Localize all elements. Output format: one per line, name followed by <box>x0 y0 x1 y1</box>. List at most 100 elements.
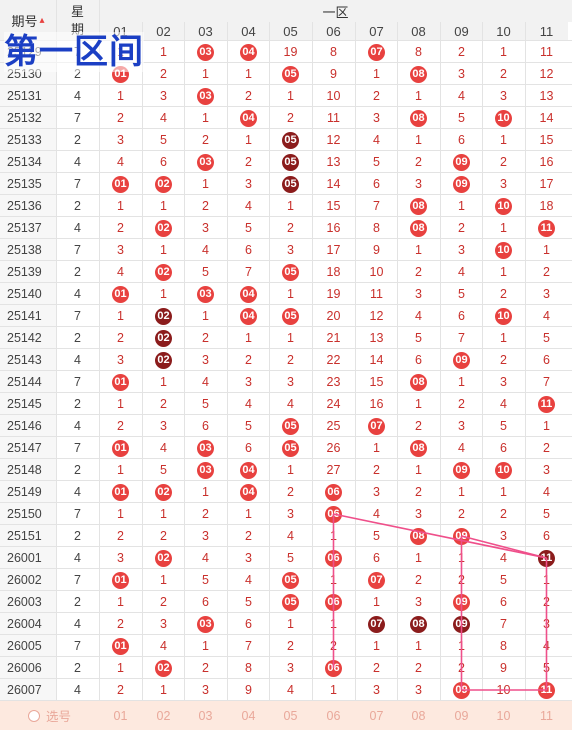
number-cell: 1 <box>373 595 380 609</box>
select-number-toggle[interactable]: 选号 <box>0 701 99 730</box>
number-ball: 06 <box>325 549 342 567</box>
period-cell: 25137 <box>0 217 56 239</box>
number-cell: 3 <box>415 683 422 697</box>
select-number-06[interactable]: 06 <box>326 708 341 723</box>
number-cell: 7 <box>543 375 550 389</box>
number-cell: 8 <box>415 45 422 59</box>
row-divider <box>0 436 572 437</box>
number-cell: 3 <box>458 67 465 81</box>
number-cell: 4 <box>500 551 507 565</box>
number-cell: 14 <box>369 353 384 367</box>
number-cell: 2 <box>117 683 124 697</box>
period-header-label: 期号 <box>11 14 38 29</box>
number-ball: 09 <box>453 461 470 479</box>
number-ball: 01 <box>112 439 129 457</box>
number-cell: 5 <box>543 507 550 521</box>
number-cell: 1 <box>245 133 252 147</box>
select-number-04[interactable]: 04 <box>241 708 256 723</box>
number-cell: 15 <box>326 199 341 213</box>
number-cell: 1 <box>287 287 294 301</box>
number-cell: 08 <box>397 63 440 85</box>
period-cell: 26003 <box>0 591 56 613</box>
number-cell: 05 <box>269 151 312 173</box>
select-number-09[interactable]: 09 <box>454 708 469 723</box>
number-cell: 7 <box>373 199 380 213</box>
number-cell: 08 <box>397 613 440 635</box>
number-cell: 6 <box>202 419 209 433</box>
number-cell: 04 <box>227 283 270 305</box>
number-cell: 14 <box>539 111 554 125</box>
row-divider <box>0 128 572 129</box>
number-cell: 4 <box>543 309 550 323</box>
row-divider <box>0 62 572 63</box>
number-cell: 5 <box>373 155 380 169</box>
select-number-11[interactable]: 11 <box>540 708 553 723</box>
number-ball: 05 <box>282 175 299 193</box>
number-cell: 05 <box>269 437 312 459</box>
number-cell: 2 <box>202 199 209 213</box>
number-cell: 21 <box>326 331 341 345</box>
select-number-03[interactable]: 03 <box>198 708 213 723</box>
column-divider <box>269 22 270 730</box>
number-cell: 3 <box>415 595 422 609</box>
number-cell: 1 <box>202 67 209 81</box>
number-ball: 11 <box>538 681 555 699</box>
number-cell: 2 <box>458 221 465 235</box>
column-header-09: 09 <box>440 22 483 41</box>
period-cell: 25146 <box>0 415 56 437</box>
select-number-08[interactable]: 08 <box>411 708 426 723</box>
column-header-07: 07 <box>355 22 398 41</box>
number-cell: 2 <box>117 111 124 125</box>
number-cell: 07 <box>355 415 398 437</box>
number-cell: 1 <box>330 573 337 587</box>
period-cell: 26006 <box>0 657 56 679</box>
select-number-01[interactable]: 01 <box>113 708 128 723</box>
period-cell: 25151 <box>0 525 56 547</box>
number-cell: 1 <box>415 397 422 411</box>
number-cell: 5 <box>287 551 294 565</box>
number-cell: 3 <box>287 507 294 521</box>
number-cell: 2 <box>245 353 252 367</box>
number-ball: 06 <box>325 659 342 677</box>
sort-icon[interactable]: ▴ <box>39 15 45 26</box>
number-ball: 03 <box>197 43 214 61</box>
number-ball: 09 <box>453 153 470 171</box>
number-cell: 6 <box>245 243 252 257</box>
number-cell: 4 <box>543 639 550 653</box>
number-cell: 1 <box>117 463 124 477</box>
number-ball: 02 <box>155 483 172 501</box>
select-number-10[interactable]: 10 <box>496 708 511 723</box>
select-number-07[interactable]: 07 <box>369 708 384 723</box>
number-cell: 8 <box>330 45 337 59</box>
select-label: 选号 <box>45 710 71 724</box>
radio-icon[interactable] <box>27 709 40 722</box>
number-cell: 03 <box>184 41 227 63</box>
number-cell: 2 <box>202 133 209 147</box>
number-ball: 09 <box>453 681 470 699</box>
number-cell: 1 <box>458 639 465 653</box>
number-cell: 09 <box>440 591 483 613</box>
number-cell: 4 <box>373 507 380 521</box>
number-cell: 02 <box>142 327 185 349</box>
number-cell: 4 <box>373 133 380 147</box>
select-number-02[interactable]: 02 <box>156 708 171 723</box>
number-cell: 15 <box>539 133 554 147</box>
number-cell: 3 <box>373 683 380 697</box>
number-cell: 16 <box>369 397 384 411</box>
number-cell: 01 <box>99 173 142 195</box>
number-cell: 01 <box>99 283 142 305</box>
number-cell: 1 <box>117 595 124 609</box>
period-cell: 25150 <box>0 503 56 525</box>
select-number-05[interactable]: 05 <box>283 708 298 723</box>
number-cell: 3 <box>373 111 380 125</box>
number-cell: 1 <box>543 243 550 257</box>
number-cell: 2 <box>287 221 294 235</box>
number-cell: 3 <box>202 353 209 367</box>
week-cell: 7 <box>74 177 81 191</box>
number-cell: 1 <box>160 507 167 521</box>
row-divider <box>0 678 572 679</box>
week-cell: 2 <box>74 463 81 477</box>
number-cell: 10 <box>482 107 525 129</box>
number-cell: 1 <box>117 507 124 521</box>
number-cell: 10 <box>496 683 511 697</box>
